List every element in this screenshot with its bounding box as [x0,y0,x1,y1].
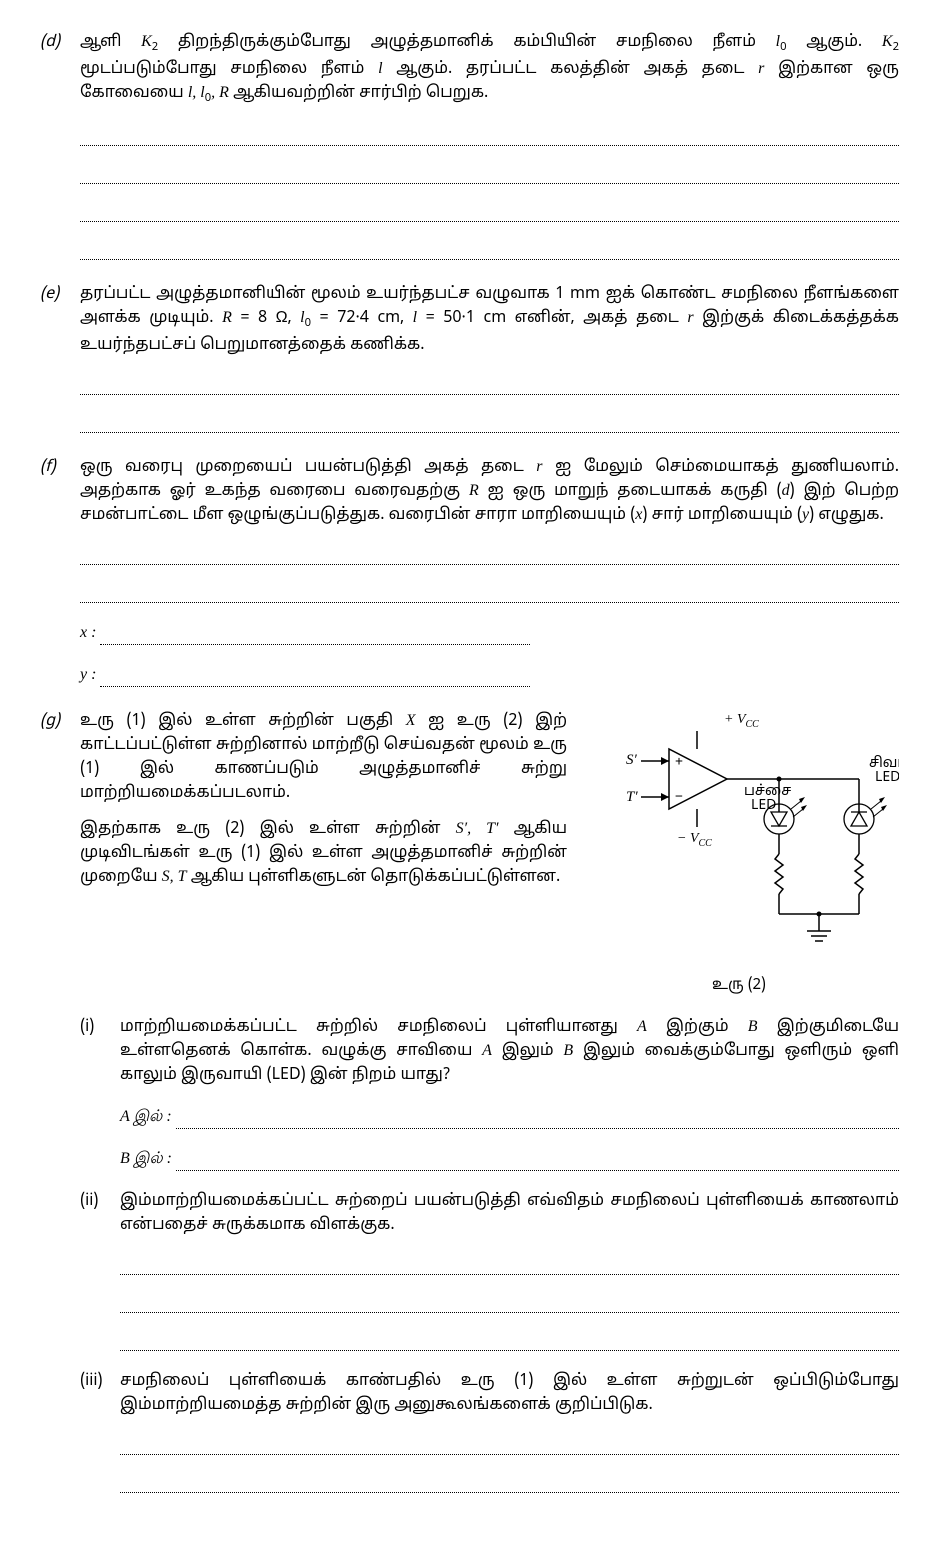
q-e-label: (e) [40,282,80,306]
blank-line [80,202,899,222]
a-in-label: A இல் : [120,1105,172,1129]
blank-line [120,1473,899,1493]
q-g-ii-text: இம்மாற்றியமைக்கப்பட்ட சுற்றைப் பயன்படுத்… [120,1189,899,1237]
blank-line [80,164,899,184]
blank-line [80,375,899,395]
x-fill [100,631,530,645]
q-d-label: (d) [40,30,80,54]
q-g-i-label: (i) [80,1015,116,1039]
s-prime-label: S′ [626,752,638,768]
q-f-label: (f) [40,455,80,479]
q-d-text: ஆளி K2 திறந்திருக்கும்போது அழுத்தமானிக் … [80,30,899,108]
y-label: y : [80,663,96,687]
opamp-plus: + [675,755,683,772]
blank-line [120,1331,899,1351]
blank-line [80,240,899,260]
blank-line [120,1435,899,1455]
blank-line [120,1293,899,1313]
q-g-iii-text: சமநிலைப் புள்ளியைக் காண்பதில் உரு (1) இல… [120,1369,899,1417]
q-g-i-text: மாற்றியமைக்கப்பட்ட சுற்றில் சமநிலைப் புள… [120,1015,899,1087]
green-led-label: பச்சை LED [744,783,795,815]
t-prime-label: T′ [626,789,638,805]
blank-line [80,126,899,146]
figure-2-caption: உரு (2) [579,975,899,998]
q-e-text: தரப்பட்ட அழுத்தமானியின் மூலம் உயர்ந்தபட்… [80,282,899,357]
opamp-minus: − [675,790,683,807]
q-g-label: (g) [40,709,80,733]
y-fill [100,673,530,687]
b-in-fill [176,1157,899,1171]
svg-text:+ VCC: + VCC [724,712,759,730]
figure-2: + VCC + − − VCC S′ [579,709,899,998]
q-g-iii-label: (iii) [80,1369,116,1393]
svg-text:− VCC: − VCC [677,831,712,849]
q-g-intro2: இதற்காக உரு (2) இல் உள்ள சுற்றின் S′, T′… [80,817,567,889]
b-in-label: B இல் : [120,1147,172,1171]
a-in-fill [176,1115,899,1129]
red-led-label: சிவப்பு LED [869,755,899,787]
q-f-text: ஒரு வரைபு முறையைப் பயன்படுத்தி அகத் தடை … [80,455,899,527]
blank-line [120,1255,899,1275]
blank-line [80,413,899,433]
q-g-intro1: உரு (1) இல் உள்ள சுற்றின் பகுதி X ஐ உரு … [80,709,567,805]
blank-line [80,545,899,565]
q-g-ii-label: (ii) [80,1189,116,1213]
x-label: x : [80,621,96,645]
blank-line [80,583,899,603]
